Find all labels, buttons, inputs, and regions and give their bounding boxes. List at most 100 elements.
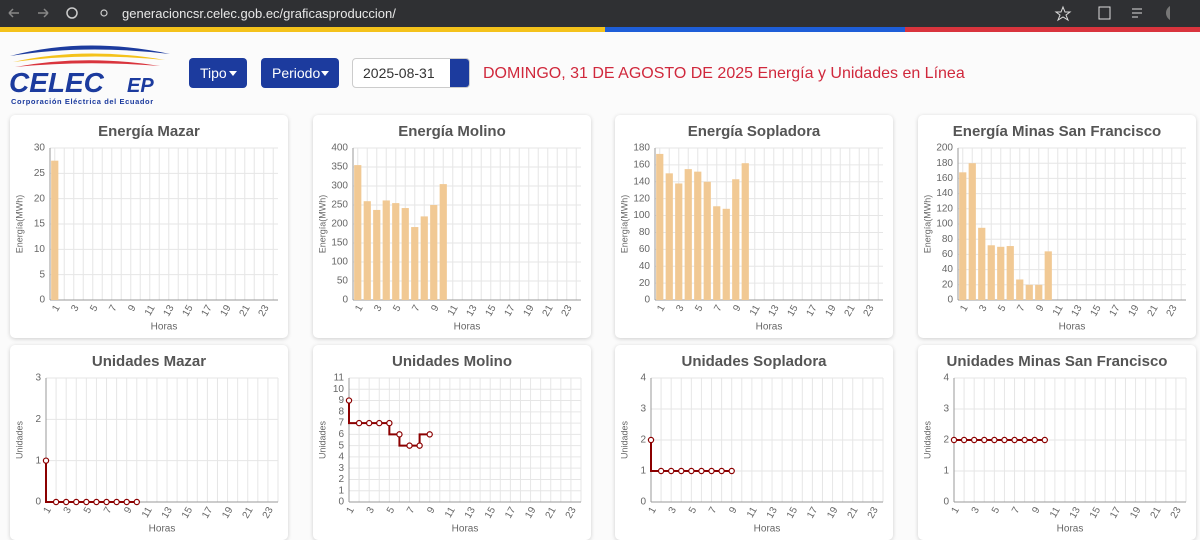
y-tick-label: 1 bbox=[640, 466, 646, 477]
bar bbox=[1044, 251, 1052, 300]
point bbox=[113, 498, 120, 506]
y-tick-label: 20 bbox=[942, 279, 954, 290]
x-tick-label: 1 bbox=[950, 505, 963, 516]
url[interactable]: generacioncsr.celec.gob.ec/graficasprodu… bbox=[122, 6, 396, 21]
x-tick-label: 11 bbox=[443, 505, 458, 520]
bar bbox=[363, 201, 371, 300]
x-tick-label: 13 bbox=[1070, 303, 1085, 319]
x-tick-label: 23 bbox=[866, 505, 881, 521]
y-tick-label: 3 bbox=[640, 404, 646, 415]
y-axis-title: Energía(MWh) bbox=[14, 195, 24, 254]
x-tick-label: 11 bbox=[1048, 505, 1063, 520]
bar bbox=[675, 183, 683, 300]
y-tick-label: 2 bbox=[943, 435, 949, 446]
point bbox=[376, 419, 383, 427]
y-tick-label: 0 bbox=[644, 295, 650, 306]
x-tick-label: 5 bbox=[391, 303, 404, 314]
x-tick-label: 15 bbox=[786, 303, 801, 319]
type-button[interactable]: Tipo bbox=[189, 58, 247, 88]
y-tick-label: 160 bbox=[936, 173, 953, 184]
x-axis-title: Horas bbox=[452, 524, 479, 535]
point bbox=[1031, 436, 1038, 444]
stripe-red bbox=[905, 27, 1200, 32]
x-tick-label: 5 bbox=[82, 505, 95, 516]
bar bbox=[382, 200, 390, 300]
x-tick-label: 15 bbox=[785, 505, 800, 521]
x-tick-label: 11 bbox=[745, 505, 760, 520]
x-tick-label: 11 bbox=[446, 303, 461, 318]
bar bbox=[959, 172, 967, 300]
point bbox=[708, 467, 715, 475]
chart-card: Energía Sopladora 0 20 40 60 80 100 120 140 160 18… bbox=[615, 115, 893, 338]
x-tick-label: 19 bbox=[824, 303, 839, 319]
step-line bbox=[398, 434, 410, 447]
y-tick-label: 0 bbox=[35, 497, 41, 508]
bar bbox=[997, 246, 1005, 300]
x-tick-label: 7 bbox=[102, 505, 115, 516]
x-axis-title: Horas bbox=[1059, 322, 1086, 333]
chart-title: Energía Minas San Francisco bbox=[953, 123, 1161, 140]
x-tick-label: 3 bbox=[365, 505, 378, 516]
y-tick-label: 120 bbox=[633, 193, 650, 204]
bar bbox=[439, 184, 447, 300]
page-heading: DOMINGO, 31 DE AGOSTO DE 2025 Energía y … bbox=[483, 65, 965, 82]
y-tick-label: 0 bbox=[947, 295, 953, 306]
x-axis-title: Horas bbox=[1057, 524, 1084, 535]
x-tick-label: 7 bbox=[712, 303, 725, 314]
stripe-yellow bbox=[0, 27, 605, 32]
point bbox=[647, 436, 655, 444]
y-tick-label: 0 bbox=[39, 295, 45, 306]
y-tick-label: 300 bbox=[331, 181, 348, 192]
x-tick-label: 3 bbox=[69, 303, 82, 314]
y-tick-label: 10 bbox=[34, 244, 46, 255]
y-tick-label: 350 bbox=[331, 162, 348, 173]
point bbox=[42, 457, 50, 464]
y-tick-label: 1 bbox=[35, 455, 41, 466]
chart-card: Unidades Minas San Francisco 0 1 2 3 4 1 3 5 7 9 11… bbox=[918, 345, 1196, 540]
x-tick-label: 15 bbox=[1089, 303, 1104, 319]
chart-card: Unidades Sopladora 0 1 2 3 4 1 3 5 7 9 11 13 15 17 19 21… bbox=[615, 345, 893, 540]
x-tick-label: 17 bbox=[200, 505, 215, 521]
date-input[interactable]: 2025-08-31 bbox=[352, 58, 470, 88]
bar bbox=[1035, 284, 1043, 300]
x-tick-label: 9 bbox=[731, 303, 744, 314]
x-tick-label: 3 bbox=[372, 303, 385, 314]
y-tick-label: 120 bbox=[936, 203, 953, 214]
nav-icons[interactable] bbox=[0, 0, 110, 27]
bar bbox=[713, 206, 721, 300]
point bbox=[698, 467, 705, 475]
y-tick-label: 140 bbox=[936, 188, 953, 199]
step-line bbox=[650, 440, 662, 472]
stripe-blue bbox=[605, 27, 905, 32]
x-tick-label: 9 bbox=[425, 505, 438, 516]
x-tick-label: 13 bbox=[463, 505, 478, 521]
y-tick-label: 40 bbox=[942, 264, 954, 275]
y-tick-label: 400 bbox=[331, 143, 348, 154]
bar bbox=[684, 169, 692, 300]
point bbox=[386, 419, 393, 427]
period-button[interactable]: Periodo bbox=[261, 58, 339, 88]
chart-title: Energía Sopladora bbox=[688, 123, 821, 140]
x-axis-title: Horas bbox=[149, 524, 176, 535]
x-tick-label: 3 bbox=[667, 505, 680, 516]
x-tick-label: 21 bbox=[846, 505, 861, 521]
x-tick-label: 5 bbox=[88, 303, 101, 314]
x-tick-label: 17 bbox=[805, 505, 820, 521]
x-tick-label: 13 bbox=[160, 505, 175, 521]
x-tick-label: 9 bbox=[727, 505, 740, 516]
bar bbox=[656, 153, 664, 300]
point bbox=[991, 436, 998, 444]
toolbar-icons[interactable] bbox=[1050, 0, 1170, 27]
point bbox=[970, 436, 978, 444]
y-tick-label: 11 bbox=[334, 373, 345, 384]
y-tick-label: 180 bbox=[936, 158, 953, 169]
bar bbox=[1016, 279, 1024, 300]
y-tick-label: 5 bbox=[39, 269, 45, 280]
y-axis-title: Unidades bbox=[619, 420, 629, 459]
point bbox=[1001, 436, 1008, 444]
point bbox=[406, 442, 413, 449]
x-tick-label: 21 bbox=[843, 303, 858, 319]
step-line bbox=[348, 400, 360, 425]
